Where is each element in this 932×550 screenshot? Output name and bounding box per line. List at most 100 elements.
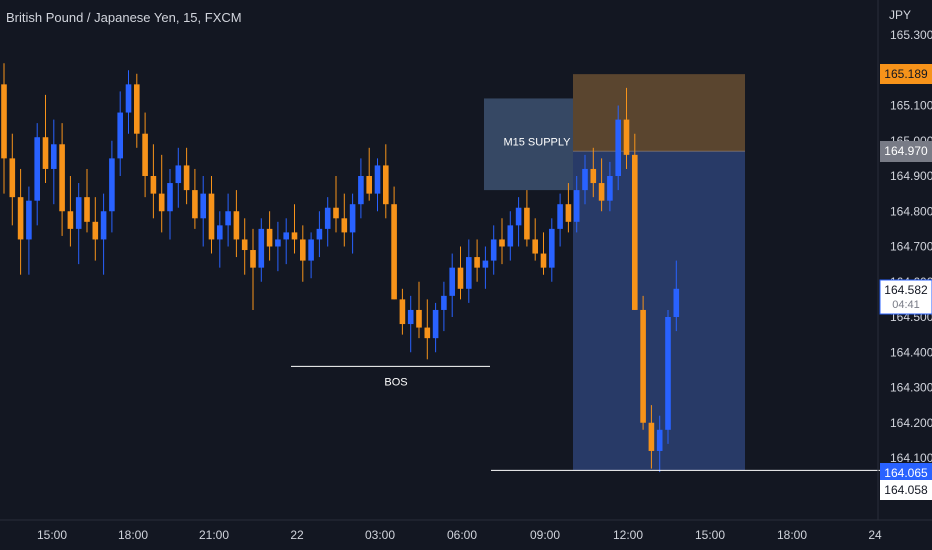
candle-body xyxy=(333,207,339,219)
low-price-label-box xyxy=(880,480,932,500)
candle-body xyxy=(482,260,489,268)
time-tick-label: 09:00 xyxy=(530,528,560,542)
candle-body xyxy=(623,119,630,155)
candle-body xyxy=(424,327,431,339)
time-tick-label: 24 xyxy=(868,528,882,542)
candle-body xyxy=(474,257,480,268)
candle-body xyxy=(17,197,24,240)
time-tick-label: 21:00 xyxy=(199,528,229,542)
candle-body xyxy=(84,197,90,222)
candle-body xyxy=(449,267,455,296)
candle-body xyxy=(590,168,597,184)
candle-body xyxy=(300,239,306,261)
candle-body xyxy=(134,84,140,134)
price-tick-label: 164.300 xyxy=(890,381,932,395)
candle-body xyxy=(100,211,107,240)
time-tick-label: 12:00 xyxy=(613,528,643,542)
candle-body xyxy=(374,165,381,194)
candle-body xyxy=(557,204,563,229)
candle-body xyxy=(59,144,65,212)
candle-body xyxy=(565,204,572,222)
current-price-label: 164.582 xyxy=(884,283,928,297)
target-price-label: 164.065 xyxy=(884,466,928,480)
price-tick-label: 165.300 xyxy=(890,28,932,42)
candle-body xyxy=(217,225,223,240)
candle-body xyxy=(109,158,115,212)
candle-body xyxy=(416,309,422,328)
candle-body xyxy=(341,218,348,233)
candle-body xyxy=(648,422,655,451)
candle-body xyxy=(540,253,547,268)
target-price-label-box xyxy=(880,463,932,481)
stop-price-label: 165.189 xyxy=(884,67,928,81)
time-axis[interactable]: 15:00 18:00 21:00 22 03:00 06:00 09:00 12:00 15:… xyxy=(37,528,882,542)
candle-body xyxy=(42,137,49,169)
candle-body xyxy=(324,207,331,229)
entry-price-label-box xyxy=(880,141,932,162)
time-tick-label: 18:00 xyxy=(118,528,148,542)
time-tick-label: 06:00 xyxy=(447,528,477,542)
time-tick-label: 18:00 xyxy=(777,528,807,542)
time-tick-label: 15:00 xyxy=(695,528,725,542)
candle-body xyxy=(349,204,356,233)
price-labels: 165.189 164.970 164.582 04:41 164.065 164.058 xyxy=(879,64,932,500)
candles-layer xyxy=(1,63,680,473)
supply-zone[interactable] xyxy=(484,98,573,191)
candle-body xyxy=(175,165,182,184)
candle-body xyxy=(432,309,439,339)
price-tick-label: 164.700 xyxy=(890,240,932,254)
candle-body xyxy=(573,190,580,222)
candle-body xyxy=(225,211,231,226)
supply-zone-label: M15 SUPPLY xyxy=(503,136,571,148)
candle-body xyxy=(283,232,289,240)
price-tick-label: 164.100 xyxy=(890,451,932,465)
entry-price-label: 164.970 xyxy=(884,144,928,158)
candle-body xyxy=(200,193,206,219)
candle-body xyxy=(26,200,32,240)
candle-body xyxy=(233,211,240,240)
candle-body xyxy=(407,309,414,325)
candle-body xyxy=(75,197,82,229)
candle-body xyxy=(598,183,605,201)
bos-label: BOS xyxy=(384,376,407,388)
time-tick-label: 03:00 xyxy=(365,528,395,542)
candle-body xyxy=(632,154,638,310)
candle-body xyxy=(266,228,273,247)
stop-price-label-box xyxy=(880,64,932,84)
candle-body xyxy=(524,207,530,240)
candle-body xyxy=(291,232,298,240)
candle-body xyxy=(150,176,157,194)
stop-loss-zone[interactable] xyxy=(573,74,745,152)
candle-body xyxy=(499,239,505,247)
candle-body xyxy=(383,165,389,205)
candle-body xyxy=(532,239,538,254)
candle-body xyxy=(142,133,148,176)
candle-body xyxy=(490,239,497,261)
price-tick-label: 164.200 xyxy=(890,416,932,430)
candle-body xyxy=(466,257,472,289)
price-tick-label: 164.400 xyxy=(890,345,932,359)
candle-body xyxy=(117,112,123,159)
candle-body xyxy=(366,176,372,194)
candle-body xyxy=(34,137,40,201)
candle-body xyxy=(441,295,447,310)
candle-body xyxy=(250,250,256,268)
candle-body xyxy=(1,84,7,159)
current-price-label-countdown: 04:41 xyxy=(892,299,920,311)
candle-body xyxy=(67,211,74,229)
candle-body xyxy=(258,228,265,268)
time-tick-label: 15:00 xyxy=(37,528,67,542)
candle-body xyxy=(457,267,464,289)
price-tick-label: 165.100 xyxy=(890,99,932,113)
candle-body xyxy=(673,288,680,317)
candle-body xyxy=(507,225,514,247)
price-tick-label: 164.800 xyxy=(890,204,932,218)
candle-body xyxy=(665,317,671,430)
candle-body xyxy=(51,144,57,169)
candle-body xyxy=(241,239,248,251)
candle-body xyxy=(208,193,215,240)
candle-body xyxy=(308,239,314,261)
candle-body xyxy=(183,165,190,191)
candle-body xyxy=(316,228,323,240)
